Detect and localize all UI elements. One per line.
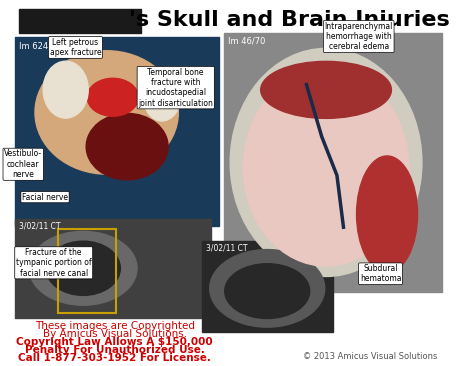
Text: Fracture of the
tympanic portion of
facial nerve canal: Fracture of the tympanic portion of faci… [16,248,91,278]
Text: Temporal bone
fracture with
incudostapedial
joint disarticulation: Temporal bone fracture with incudostaped… [138,67,213,108]
Ellipse shape [356,156,418,273]
Ellipse shape [230,48,422,276]
Text: Vestibulo-
cochlear
nerve: Vestibulo- cochlear nerve [4,149,42,179]
Text: Im 624/980: Im 624/980 [19,42,67,51]
Ellipse shape [225,264,310,318]
Text: 3/02/11 CT: 3/02/11 CT [206,244,248,253]
Ellipse shape [210,250,325,327]
Text: Im 46/70: Im 46/70 [228,37,265,45]
Ellipse shape [35,51,178,174]
Bar [202,241,333,332]
Bar [224,33,441,292]
Text: Left petrous
apex fracture: Left petrous apex fracture [50,38,101,57]
Text: 's Skull and Brain Injuries: 's Skull and Brain Injuries [128,10,449,30]
Ellipse shape [144,74,181,121]
Ellipse shape [87,78,138,116]
Ellipse shape [29,231,137,305]
Ellipse shape [243,69,409,266]
Text: By Amicus Visual Solutions.: By Amicus Visual Solutions. [43,329,187,339]
Ellipse shape [46,241,120,295]
Text: Facial nerve: Facial nerve [22,193,68,202]
Text: Intraparenchymal
hemorrhage with
cerebral edema: Intraparenchymal hemorrhage with cerebra… [325,22,393,51]
Ellipse shape [43,61,88,118]
Ellipse shape [86,113,168,180]
Text: Subdural
hematoma: Subdural hematoma [360,264,401,283]
Text: Copyright Law Allows A $150,000: Copyright Law Allows A $150,000 [17,337,213,347]
Bar [19,9,141,33]
Bar [58,229,117,313]
Text: 3/02/11 CT: 3/02/11 CT [19,222,60,231]
Bar [15,37,219,226]
Text: © 2013 Amicus Visual Solutions: © 2013 Amicus Visual Solutions [303,352,437,361]
Bar [15,219,210,318]
Ellipse shape [261,61,392,118]
Text: Penalty For Unauthorized Use.: Penalty For Unauthorized Use. [25,345,205,355]
Text: These images are Copyrighted: These images are Copyrighted [35,321,195,331]
Text: Call 1-877-303-1952 For License.: Call 1-877-303-1952 For License. [18,353,211,363]
